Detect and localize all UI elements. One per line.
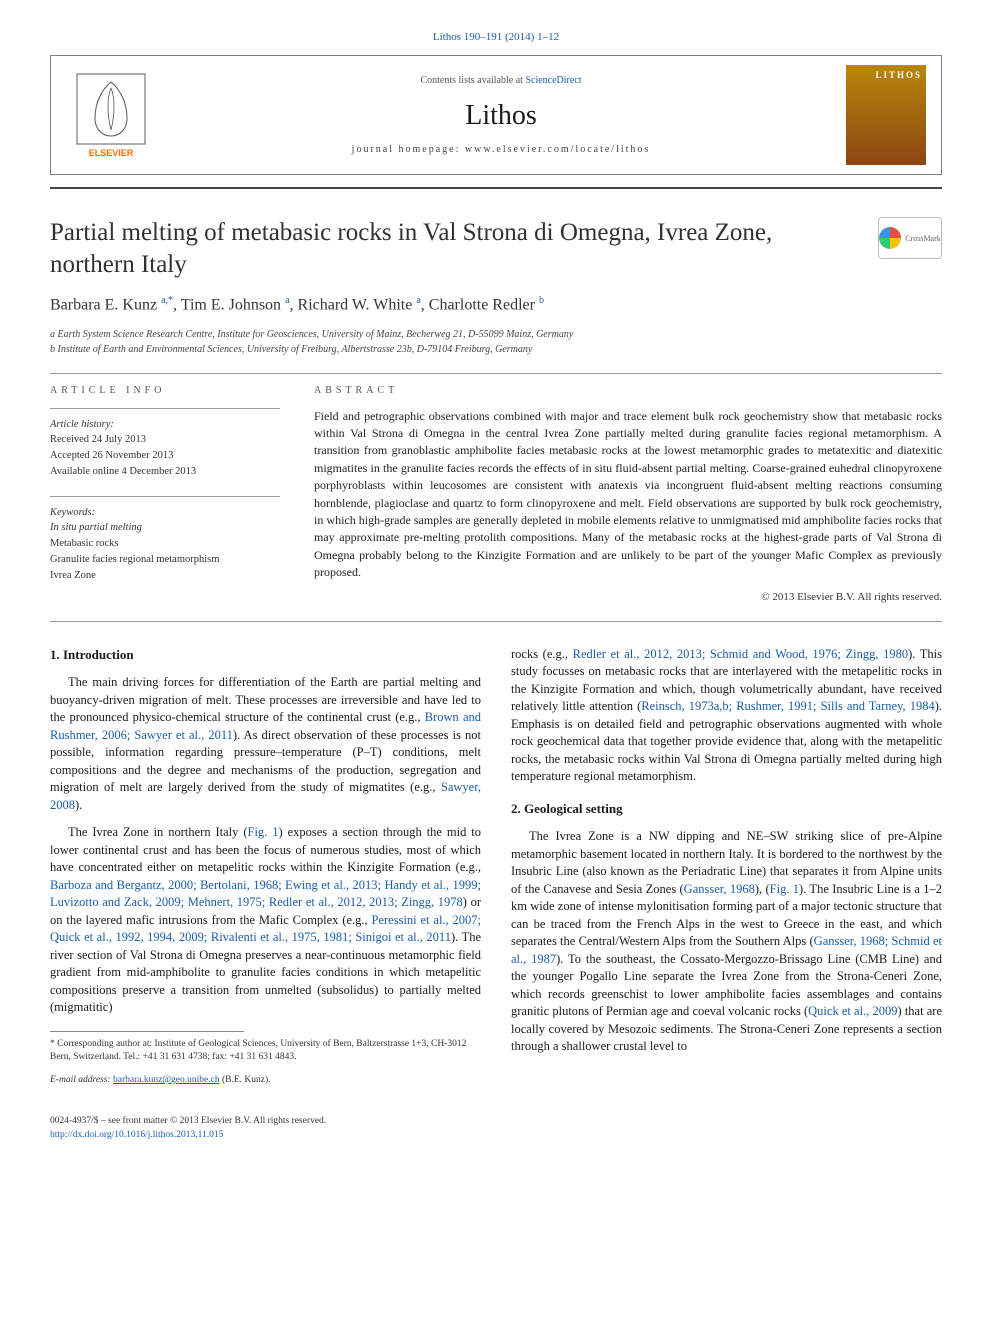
- affiliations: a Earth System Science Research Centre, …: [50, 327, 942, 357]
- citation-link[interactable]: Gansser, 1968: [684, 882, 755, 896]
- history-accepted: Accepted 26 November 2013: [50, 448, 280, 464]
- info-rule-top: [50, 373, 942, 374]
- cover-title-text: LITHOS: [875, 69, 922, 82]
- journal-cover-thumbnail: LITHOS: [846, 65, 926, 165]
- page-footer: 0024-4937/$ – see front matter © 2013 El…: [50, 1115, 942, 1142]
- section-1-heading: 1. Introduction: [50, 646, 481, 664]
- abstract-copyright: © 2013 Elsevier B.V. All rights reserved…: [314, 590, 942, 605]
- article-history-block: Article history: Received 24 July 2013 A…: [50, 408, 280, 480]
- crossmark-badge[interactable]: CrossMark: [878, 217, 942, 259]
- journal-header-center: Contents lists available at ScienceDirec…: [171, 56, 831, 174]
- geo-paragraph-1: The Ivrea Zone is a NW dipping and NE–SW…: [511, 828, 942, 1056]
- keyword-1: In situ partial melting: [50, 520, 280, 536]
- citation-link[interactable]: Quick et al., 2009: [808, 1004, 897, 1018]
- affiliation-a: a Earth System Science Research Centre, …: [50, 327, 942, 342]
- email-who: (B.E. Kunz).: [220, 1075, 271, 1085]
- homepage-label: journal homepage:: [352, 144, 465, 155]
- journal-name: Lithos: [171, 96, 831, 135]
- citation-link[interactable]: Redler et al., 2012, 2013; Schmid and Wo…: [573, 647, 908, 661]
- title-row: Partial melting of metabasic rocks in Va…: [50, 217, 942, 280]
- intro-paragraph-1: The main driving forces for differentiat…: [50, 674, 481, 814]
- email-footnote: E-mail address: barbara.kunz@geo.unibe.c…: [50, 1074, 481, 1087]
- citation-link[interactable]: Barboza and Bergantz, 2000; Bertolani, 1…: [50, 878, 481, 910]
- crossmark-label: CrossMark: [905, 233, 941, 244]
- geo-p1-b: ), (: [755, 882, 770, 896]
- abstract-column: ABSTRACT Field and petrographic observat…: [314, 384, 942, 605]
- keyword-4: Ivrea Zone: [50, 568, 280, 584]
- keyword-3: Granulite facies regional metamorphism: [50, 552, 280, 568]
- corresponding-author-footnote: * Corresponding author at: Institute of …: [50, 1038, 481, 1065]
- email-label: E-mail address:: [50, 1075, 113, 1085]
- affiliation-b: b Institute of Earth and Environmental S…: [50, 342, 942, 357]
- section-2-heading: 2. Geological setting: [511, 800, 942, 818]
- body-two-column: 1. Introduction The main driving forces …: [50, 646, 942, 1098]
- journal-cover-cell: LITHOS: [831, 56, 941, 174]
- intro-paragraph-2: The Ivrea Zone in northern Italy (Fig. 1…: [50, 824, 481, 1017]
- doi-link[interactable]: http://dx.doi.org/10.1016/j.lithos.2013.…: [50, 1130, 223, 1140]
- contents-lists-text: Contents lists available at: [420, 75, 525, 86]
- info-abstract-row: ARTICLE INFO Article history: Received 2…: [50, 384, 942, 605]
- figure-link[interactable]: Fig. 1: [770, 882, 799, 896]
- article-info-column: ARTICLE INFO Article history: Received 2…: [50, 384, 280, 605]
- col2-continuation-paragraph: rocks (e.g., Redler et al., 2012, 2013; …: [511, 646, 942, 786]
- keywords-block: Keywords: In situ partial melting Metaba…: [50, 496, 280, 584]
- sciencedirect-link[interactable]: ScienceDirect: [525, 75, 581, 86]
- article-history-label: Article history:: [50, 417, 280, 433]
- article-info-heading: ARTICLE INFO: [50, 384, 280, 398]
- history-received: Received 24 July 2013: [50, 432, 280, 448]
- svg-text:ELSEVIER: ELSEVIER: [89, 148, 134, 158]
- abstract-heading: ABSTRACT: [314, 384, 942, 398]
- article-title: Partial melting of metabasic rocks in Va…: [50, 217, 862, 280]
- journal-header-box: ELSEVIER Contents lists available at Sci…: [50, 55, 942, 175]
- history-online: Available online 4 December 2013: [50, 464, 280, 480]
- header-rule: [50, 187, 942, 189]
- publisher-logo-cell: ELSEVIER: [51, 56, 171, 174]
- intro-p1-a: The main driving forces for differentiat…: [50, 675, 481, 724]
- author-list: Barbara E. Kunz a,*, Tim E. Johnson a, R…: [50, 294, 942, 317]
- info-rule-bottom: [50, 621, 942, 622]
- col2-p1-a: rocks (e.g.,: [511, 647, 573, 661]
- keywords-label: Keywords:: [50, 505, 280, 521]
- journal-reference: Lithos 190–191 (2014) 1–12: [50, 30, 942, 45]
- intro-p2-a: The Ivrea Zone in northern Italy (: [68, 825, 248, 839]
- keyword-2: Metabasic rocks: [50, 536, 280, 552]
- crossmark-icon: [879, 227, 901, 249]
- intro-p1-c: ).: [75, 798, 82, 812]
- abstract-text: Field and petrographic observations comb…: [314, 408, 942, 582]
- contents-lists-line: Contents lists available at ScienceDirec…: [171, 74, 831, 88]
- author-email-link[interactable]: barbara.kunz@geo.unibe.ch: [113, 1075, 220, 1085]
- journal-homepage-line: journal homepage: www.elsevier.com/locat…: [171, 143, 831, 157]
- citation-link[interactable]: Reinsch, 1973a,b; Rushmer, 1991; Sills a…: [641, 699, 934, 713]
- issn-line: 0024-4937/$ – see front matter © 2013 El…: [50, 1115, 942, 1128]
- figure-link[interactable]: Fig. 1: [248, 825, 279, 839]
- homepage-url[interactable]: www.elsevier.com/locate/lithos: [465, 144, 650, 155]
- footnote-separator: [50, 1031, 244, 1032]
- elsevier-logo: ELSEVIER: [71, 70, 151, 160]
